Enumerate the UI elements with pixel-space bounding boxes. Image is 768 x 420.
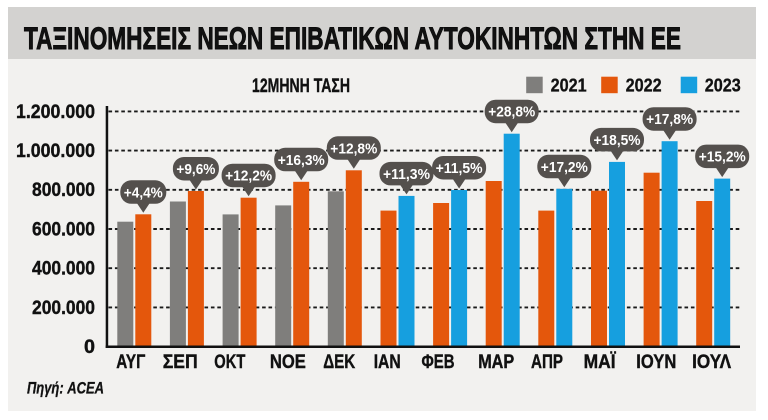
svg-text:ΜΑΪ: ΜΑΪ [584,352,617,373]
svg-text:+17,8%: +17,8% [646,111,693,128]
svg-text:200.000: 200.000 [32,297,95,319]
svg-text:+12,8%: +12,8% [330,140,377,157]
svg-text:+12,2%: +12,2% [225,168,272,185]
svg-text:400.000: 400.000 [32,258,95,280]
svg-text:800.000: 800.000 [32,179,95,201]
svg-text:0: 0 [84,336,95,358]
svg-text:ΤΑΞΙΝΟΜΗΣΕΙΣ ΝΕΩΝ ΕΠΙΒΑΤΙΚΩΝ Α: ΤΑΞΙΝΟΜΗΣΕΙΣ ΝΕΩΝ ΕΠΙΒΑΤΙΚΩΝ ΑΥΤΟΚΙΝΗΤΩΝ… [24,20,681,56]
svg-text:ΣΕΠ: ΣΕΠ [163,352,198,373]
svg-text:+4,4%: +4,4% [124,184,163,201]
svg-text:ΟΚΤ: ΟΚΤ [214,352,245,373]
svg-text:+28,8%: +28,8% [488,104,535,121]
svg-text:ΙΟΥΝ: ΙΟΥΝ [636,352,676,373]
svg-text:1.200.000: 1.200.000 [16,101,95,123]
svg-text:600.000: 600.000 [32,218,95,240]
svg-text:ΑΥΓ: ΑΥΓ [116,352,145,373]
svg-text:2022: 2022 [626,75,662,96]
svg-text:+9,6%: +9,6% [176,161,215,178]
svg-text:2021: 2021 [551,75,587,96]
svg-text:+18,5%: +18,5% [594,132,641,149]
svg-text:ΝΟΕ: ΝΟΕ [270,352,306,373]
svg-text:ΙΟΥΛ: ΙΟΥΛ [692,352,731,373]
svg-text:+15,2%: +15,2% [699,149,746,166]
svg-text:Πηγή: ACEA: Πηγή: ACEA [27,379,104,398]
svg-text:+17,2%: +17,2% [541,159,588,176]
svg-text:2023: 2023 [705,75,741,96]
svg-text:ΦΕΒ: ΦΕΒ [422,352,455,373]
svg-text:1.000.000: 1.000.000 [16,140,95,162]
svg-text:ΙΑΝ: ΙΑΝ [374,352,401,373]
svg-text:12ΜΗΝΗ ΤΑΣΗ: 12ΜΗΝΗ ΤΑΣΗ [252,75,350,97]
svg-text:ΔΕΚ: ΔΕΚ [323,352,355,373]
svg-text:+11,3%: +11,3% [383,166,430,183]
svg-text:+11,5%: +11,5% [436,160,483,177]
svg-text:ΑΠΡ: ΑΠΡ [531,352,563,373]
svg-text:+16,3%: +16,3% [278,152,325,169]
svg-text:ΜΑΡ: ΜΑΡ [478,352,514,373]
